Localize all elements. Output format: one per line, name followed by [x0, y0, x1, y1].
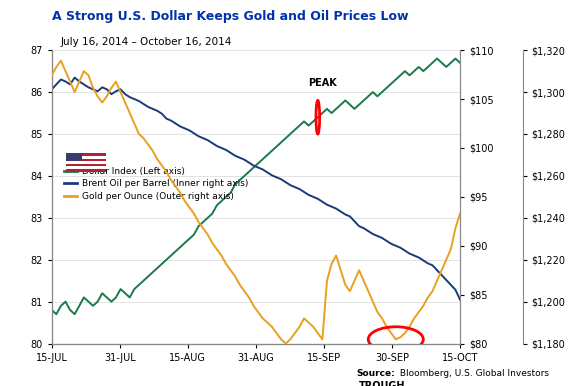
- Text: Source:: Source:: [356, 369, 395, 378]
- Text: TROUGH: TROUGH: [359, 381, 405, 386]
- Text: PEAK: PEAK: [308, 78, 337, 88]
- Text: Bloomberg, U.S. Global Investors: Bloomberg, U.S. Global Investors: [397, 369, 549, 378]
- Text: A Strong U.S. Dollar Keeps Gold and Oil Prices Low: A Strong U.S. Dollar Keeps Gold and Oil …: [52, 10, 408, 23]
- Legend: Dollar Index (Left axis), Brent Oil per Barrel (Inner right axis), Gold per Ounc: Dollar Index (Left axis), Brent Oil per …: [60, 163, 252, 205]
- Text: July 16, 2014 – October 16, 2014: July 16, 2014 – October 16, 2014: [60, 37, 232, 47]
